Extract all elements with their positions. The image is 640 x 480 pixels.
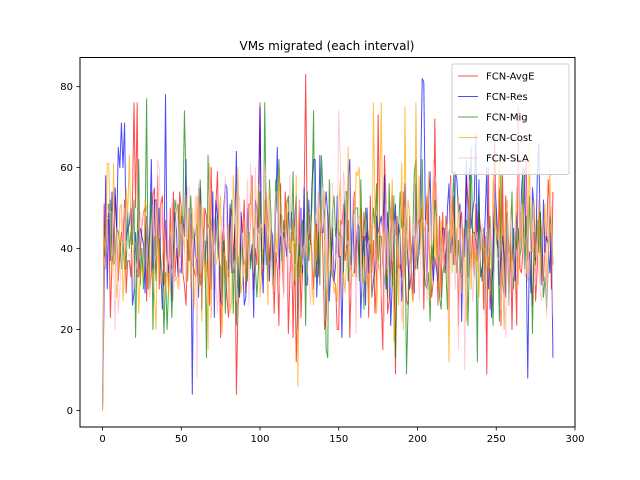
- series-line-fcn-mig: [102, 98, 554, 411]
- legend-label: FCN-Cost: [486, 133, 532, 144]
- x-tick-label: 200: [408, 434, 427, 445]
- legend: FCN-AvgE FCN-Res FCN-Mig FCN-Cost FCN-SLA: [451, 63, 570, 175]
- x-tick-label: 0: [99, 434, 105, 445]
- legend-label: FCN-SLA: [486, 154, 529, 165]
- chart-title: VMs migrated (each interval): [240, 39, 415, 53]
- x-tick-label: 150: [329, 434, 348, 445]
- x-tick-label: 100: [250, 434, 269, 445]
- y-tick-label: 80: [60, 82, 73, 93]
- plot-frame: [79, 57, 576, 428]
- y-axis: 0 20 40 60 80: [60, 82, 80, 417]
- y-tick-label: 0: [67, 406, 73, 417]
- x-axis: 0 50 100 150 200 250 300: [99, 427, 585, 445]
- legend-label: FCN-AvgE: [486, 72, 534, 83]
- y-tick-label: 40: [60, 244, 73, 255]
- plot-lines: [102, 74, 554, 411]
- legend-box: [451, 63, 570, 175]
- y-tick-label: 20: [60, 325, 73, 336]
- y-tick-label: 60: [60, 163, 73, 174]
- legend-label: FCN-Res: [486, 92, 528, 103]
- series-line-fcn-cost: [102, 102, 554, 411]
- x-tick-label: 50: [175, 434, 188, 445]
- x-tick-label: 300: [565, 434, 584, 445]
- legend-label: FCN-Mig: [486, 113, 528, 124]
- series-line-fcn-sla: [102, 110, 554, 411]
- series-line-fcn-res: [102, 78, 554, 411]
- x-tick-label: 250: [487, 434, 506, 445]
